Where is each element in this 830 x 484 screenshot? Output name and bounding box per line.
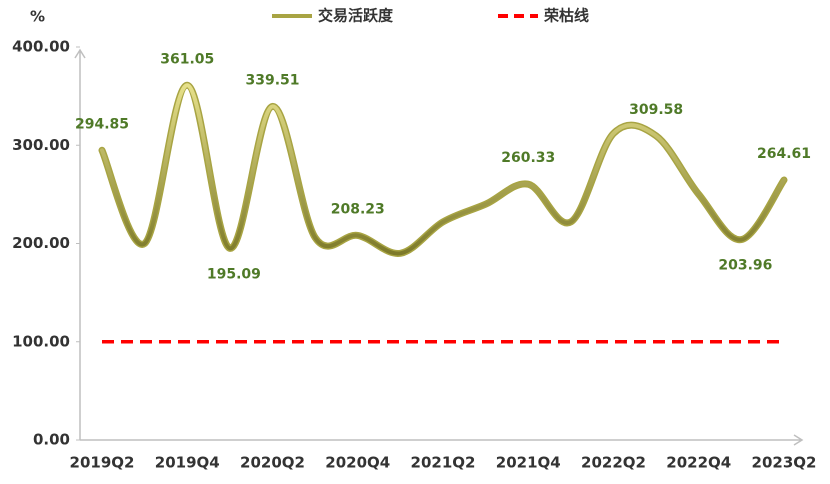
x-tick-label: 2020Q4 — [325, 454, 390, 472]
data-label: 309.58 — [629, 102, 683, 118]
x-tick-label: 2021Q2 — [411, 454, 476, 472]
x-tick-label: 2023Q2 — [752, 454, 817, 472]
x-tick-label: 2019Q2 — [70, 454, 135, 472]
x-tick-label: 2022Q2 — [581, 454, 646, 472]
legend-label: 交易活跃度 — [318, 7, 394, 25]
x-tick-label: 2022Q4 — [666, 454, 731, 472]
data-label: 339.51 — [245, 72, 299, 88]
data-label: 361.05 — [160, 51, 214, 67]
x-tick-label: 2019Q4 — [155, 454, 220, 472]
y-axis — [74, 48, 86, 440]
y-axis-label: % — [30, 8, 45, 26]
data-label: 195.09 — [207, 266, 261, 282]
x-tick-label: 2020Q2 — [240, 454, 305, 472]
data-label: 208.23 — [331, 201, 385, 217]
x-axis — [80, 434, 804, 446]
series-line — [100, 83, 786, 256]
data-label: 264.61 — [757, 146, 811, 162]
y-tick-label: 100.00 — [12, 332, 70, 350]
y-tick-label: 200.00 — [12, 234, 70, 252]
data-label: 203.96 — [718, 258, 772, 274]
data-label: 260.33 — [501, 150, 555, 166]
y-tick-label: 400.00 — [12, 38, 70, 56]
x-tick-label: 2021Q4 — [496, 454, 561, 472]
legend-label: 荣枯线 — [543, 7, 589, 25]
y-tick-label: 300.00 — [12, 136, 70, 154]
y-tick-label: 0.00 — [33, 431, 70, 449]
data-label: 294.85 — [75, 116, 129, 132]
